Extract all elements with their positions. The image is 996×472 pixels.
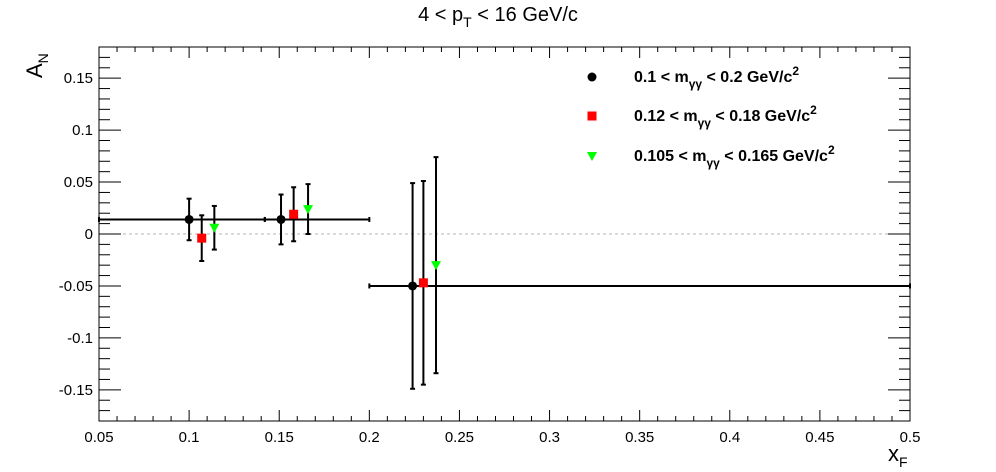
legend-entry-3: 0.105 < mγγ < 0.165 GeV/c2 (587, 143, 835, 170)
y-axis-title-main: A (22, 63, 47, 78)
y-tick-label: 0.15 (64, 70, 93, 87)
data-point (431, 261, 442, 271)
x-tick-label: 0.35 (625, 429, 654, 446)
legend-label: 0.105 < mγγ < 0.165 GeV/c2 (634, 143, 835, 170)
y-tick-label: 0.1 (72, 122, 93, 139)
x-tick-label: 0.3 (539, 429, 560, 446)
x-axis-title: xF (888, 441, 908, 470)
y-axis-ticks: 0.15 0.1 0.05 0 -0.05 -0.1 -0.15 (59, 46, 910, 422)
legend-entry-2: 0.12 < mγγ < 0.18 GeV/c2 (587, 103, 817, 130)
legend-label: 0.12 < mγγ < 0.18 GeV/c2 (634, 103, 817, 130)
data-point (276, 214, 286, 224)
x-tick-label: 0.05 (84, 429, 113, 446)
x-tick-label: 0.45 (805, 429, 834, 446)
data-point (418, 278, 428, 288)
x-axis-title-main: x (888, 441, 899, 466)
data-point (209, 223, 220, 233)
x-axis-title-sub: F (899, 454, 908, 470)
data-point (289, 209, 299, 219)
data-points (98, 156, 911, 390)
data-point (303, 205, 314, 215)
legend-label: 0.1 < mγγ < 0.2 GeV/c2 (634, 64, 799, 91)
x-tick-label: 0.2 (359, 429, 380, 446)
series-3 (209, 156, 442, 375)
legend-entry-1: 0.1 < mγγ < 0.2 GeV/c2 (587, 64, 799, 91)
y-tick-label: -0.05 (59, 278, 93, 295)
title-sub: T (463, 14, 472, 30)
data-point (197, 233, 207, 243)
y-tick-label: 0 (85, 226, 93, 243)
y-axis-title: AN (22, 53, 51, 78)
x-tick-label: 0.25 (445, 429, 474, 446)
legend-marker (587, 72, 597, 82)
data-point (184, 214, 194, 224)
series-2 (197, 180, 428, 386)
x-tick-label: 0.15 (265, 429, 294, 446)
x-tick-label: 0.5 (900, 429, 921, 446)
series-1 (98, 182, 911, 390)
y-tick-label: -0.15 (59, 382, 93, 399)
legend-marker (587, 111, 597, 121)
y-tick-label: -0.1 (67, 330, 93, 347)
data-point (408, 281, 418, 291)
title-pre: 4 < p (418, 4, 463, 26)
y-tick-label: 0.05 (64, 174, 93, 191)
chart-title: 4 < pT < 16 GeV/c (418, 4, 578, 30)
legend: 0.1 < mγγ < 0.2 GeV/c2 0.12 < mγγ < 0.18 … (587, 64, 835, 170)
x-tick-label: 0.1 (179, 429, 200, 446)
legend-marker (587, 152, 597, 161)
y-axis-title-sub: N (35, 53, 51, 63)
title-post: < 16 GeV/c (472, 4, 578, 26)
x-axis-ticks: 0.05 0.1 0.15 0.2 0.25 0.3 0.35 0.4 0.45 0.5 (84, 47, 920, 446)
x-tick-label: 0.4 (719, 429, 740, 446)
